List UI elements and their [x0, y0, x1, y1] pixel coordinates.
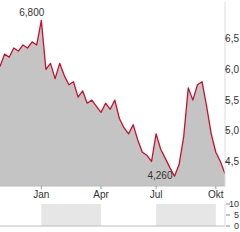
y-tick-label: 6,5	[225, 33, 239, 44]
volume-y-axis-line	[225, 204, 226, 226]
annotation: 4,260	[147, 170, 172, 181]
volume-tick	[226, 215, 230, 216]
data-group	[0, 20, 225, 186]
x-tick-label: Okt	[208, 189, 224, 200]
x-tick-label: Jan	[33, 189, 49, 200]
volume-tick-label: 5	[234, 210, 239, 220]
volume-band	[156, 204, 216, 226]
x-axis-line	[0, 186, 225, 187]
x-tick-label: Jul	[150, 189, 163, 200]
volume-tick-label: 0	[234, 221, 239, 231]
price-area	[0, 20, 225, 186]
annotation: 6,800	[19, 7, 44, 18]
y-tick-label: 5,5	[225, 95, 239, 106]
y-tick-label: 6,0	[225, 64, 239, 75]
volume-tick	[226, 226, 230, 227]
price-line	[0, 20, 225, 176]
volume-tick-label: 10	[229, 199, 239, 209]
y-tick-label: 5,0	[225, 125, 239, 136]
chart: 4,5 5,0 5,5 6,0 6,5 Jan Apr Jul Okt 0510 6,800 4,26…	[0, 0, 240, 232]
y-tick-label: 4,5	[225, 156, 239, 167]
volume-axis-line	[0, 226, 225, 227]
x-tick-label: Apr	[93, 189, 109, 200]
volume-band	[41, 204, 101, 226]
